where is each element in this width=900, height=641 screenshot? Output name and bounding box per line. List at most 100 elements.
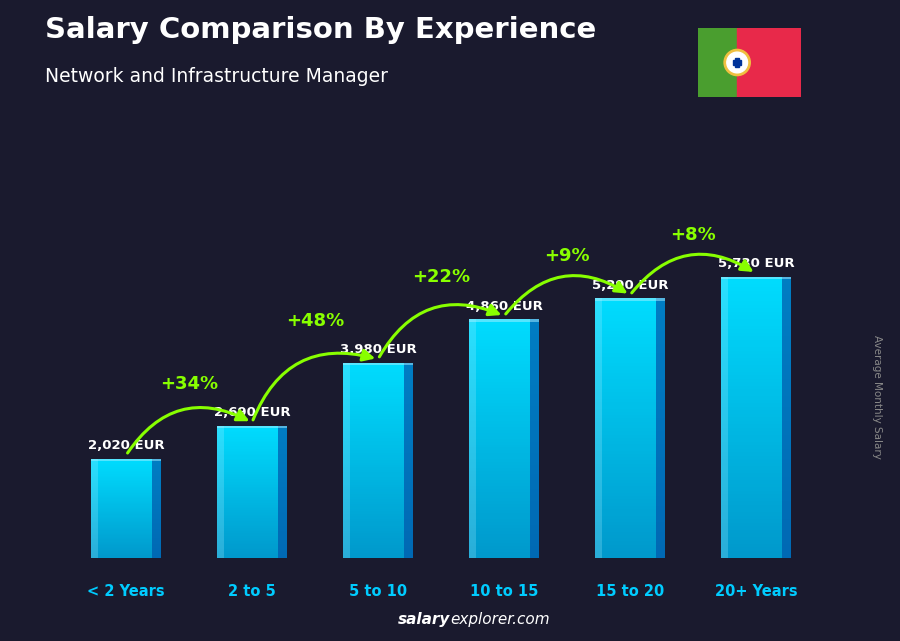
Bar bbox=[92, 555, 160, 556]
Bar bbox=[721, 460, 790, 463]
Bar bbox=[217, 536, 286, 538]
Bar bbox=[595, 467, 664, 470]
Bar bbox=[721, 372, 790, 375]
Bar bbox=[595, 373, 664, 376]
Bar bbox=[343, 431, 412, 433]
Bar bbox=[343, 453, 412, 455]
Bar bbox=[721, 329, 790, 333]
Bar bbox=[469, 492, 538, 495]
Bar bbox=[469, 447, 538, 451]
Bar bbox=[217, 526, 286, 528]
Bar bbox=[469, 486, 538, 489]
Bar bbox=[721, 480, 790, 484]
Bar bbox=[595, 548, 664, 551]
Bar bbox=[721, 533, 790, 537]
Bar bbox=[217, 469, 286, 470]
Bar bbox=[721, 431, 790, 435]
Bar bbox=[735, 58, 739, 67]
Bar bbox=[343, 389, 412, 392]
Text: 15 to 20: 15 to 20 bbox=[596, 585, 664, 599]
Bar bbox=[469, 397, 538, 400]
Bar bbox=[217, 456, 286, 457]
Bar bbox=[92, 498, 160, 499]
Bar bbox=[92, 467, 160, 469]
Bar bbox=[721, 337, 790, 340]
Bar bbox=[92, 470, 160, 471]
Bar bbox=[343, 458, 412, 460]
Bar bbox=[721, 526, 790, 529]
Bar bbox=[721, 467, 790, 470]
Bar bbox=[721, 463, 790, 467]
Bar bbox=[469, 322, 538, 326]
Bar bbox=[343, 479, 412, 482]
Bar bbox=[278, 426, 286, 558]
Bar bbox=[343, 465, 412, 467]
Bar bbox=[469, 483, 538, 487]
Bar bbox=[469, 358, 538, 361]
Bar bbox=[595, 350, 664, 353]
Bar bbox=[721, 379, 790, 382]
Bar bbox=[217, 433, 286, 434]
Bar bbox=[92, 538, 160, 539]
Bar bbox=[469, 361, 538, 364]
Bar bbox=[595, 392, 664, 395]
Text: +34%: +34% bbox=[160, 375, 218, 393]
Bar bbox=[92, 534, 160, 535]
Bar bbox=[469, 474, 538, 478]
Bar bbox=[92, 528, 160, 529]
Bar bbox=[92, 510, 160, 511]
Bar bbox=[92, 547, 160, 549]
Bar bbox=[469, 403, 538, 406]
Bar bbox=[217, 434, 286, 436]
Bar bbox=[217, 546, 286, 548]
Bar bbox=[217, 444, 286, 445]
Bar bbox=[92, 507, 160, 508]
Bar bbox=[217, 452, 286, 454]
Bar bbox=[217, 449, 286, 451]
Bar bbox=[595, 298, 664, 302]
Bar bbox=[721, 382, 790, 386]
Bar bbox=[595, 490, 664, 493]
Bar bbox=[217, 426, 286, 428]
Bar bbox=[92, 497, 160, 498]
Bar bbox=[721, 473, 790, 477]
Text: Salary Comparison By Experience: Salary Comparison By Experience bbox=[45, 16, 596, 44]
Bar bbox=[92, 503, 160, 504]
Bar bbox=[217, 512, 286, 513]
Bar bbox=[469, 429, 538, 433]
Bar bbox=[721, 547, 790, 551]
Bar bbox=[343, 372, 412, 375]
Bar bbox=[217, 528, 286, 529]
Bar bbox=[595, 353, 664, 356]
Bar bbox=[469, 534, 538, 537]
Bar bbox=[469, 501, 538, 504]
Bar bbox=[217, 535, 286, 537]
Bar bbox=[721, 540, 790, 544]
Bar bbox=[469, 382, 538, 385]
Bar bbox=[595, 470, 664, 474]
Bar bbox=[595, 519, 664, 522]
Bar bbox=[469, 373, 538, 376]
Bar bbox=[721, 291, 790, 294]
Bar bbox=[92, 472, 160, 474]
Bar bbox=[469, 319, 538, 322]
Bar bbox=[721, 277, 790, 279]
Bar bbox=[217, 487, 286, 488]
Bar bbox=[469, 462, 538, 465]
Bar bbox=[721, 428, 790, 431]
Bar bbox=[92, 543, 160, 544]
Bar bbox=[343, 494, 412, 497]
Bar bbox=[343, 404, 412, 406]
Bar bbox=[595, 418, 664, 422]
Bar bbox=[92, 485, 160, 486]
Bar bbox=[595, 318, 664, 321]
Bar bbox=[92, 540, 160, 542]
Bar bbox=[595, 402, 664, 405]
Bar bbox=[469, 364, 538, 367]
Bar bbox=[469, 465, 538, 469]
Bar bbox=[469, 335, 538, 337]
Bar bbox=[721, 515, 790, 519]
Bar bbox=[595, 545, 664, 548]
Bar bbox=[217, 428, 286, 429]
Bar bbox=[721, 375, 790, 379]
